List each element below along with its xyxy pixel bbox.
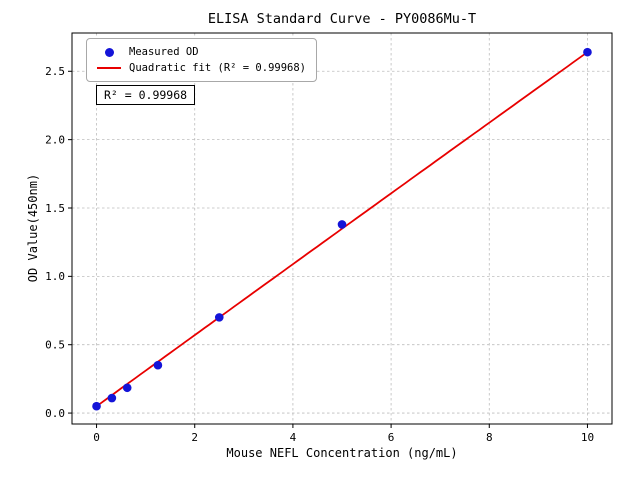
x-tick-label: 6 [388, 431, 395, 444]
scatter-point [153, 360, 163, 370]
y-tick-label: 2.5 [45, 65, 65, 78]
chart-title: ELISA Standard Curve - PY0086Mu-T [207, 11, 477, 27]
x-tick-label: 2 [191, 431, 198, 444]
r-squared-annotation: R² = 0.99968 [96, 85, 196, 105]
y-tick-label: 2.0 [45, 133, 65, 146]
scatter-point [122, 383, 132, 393]
plot-border [71, 32, 613, 425]
x-tick-label: 4 [290, 431, 297, 444]
x-tick-label: 8 [486, 431, 493, 444]
y-tick-label: 0.5 [45, 339, 65, 352]
y-tick-label: 1.5 [45, 202, 65, 215]
legend: Measured OD Quadratic fit (R² = 0.99968) [86, 38, 318, 82]
legend-item-quadratic-fit: Quadratic fit (R² = 0.99968) [96, 60, 306, 76]
scatter-point [583, 47, 592, 57]
legend-label-quadratic-fit: Quadratic fit (R² = 0.99968) [129, 62, 307, 74]
x-axis-label: Mouse NEFL Concentration (ng/mL) [226, 446, 458, 460]
legend-label-measured-od: Measured OD [129, 46, 199, 58]
scatter-point [92, 401, 101, 411]
scatter-point [337, 220, 347, 229]
y-tick-label: 1.0 [45, 270, 65, 283]
x-tick-label: 0 [93, 431, 100, 444]
scatter-point [214, 313, 224, 322]
fit-line [95, 51, 589, 407]
legend-item-measured-od: Measured OD [96, 44, 306, 60]
fit-line-marker-icon [97, 67, 121, 69]
x-tick-label: 10 [581, 431, 594, 444]
y-axis-label: OD Value(450nm) [26, 173, 40, 283]
scatter-point [107, 393, 117, 403]
scatter-marker-dot-icon [104, 47, 114, 57]
y-tick-label: 0.0 [45, 407, 65, 420]
